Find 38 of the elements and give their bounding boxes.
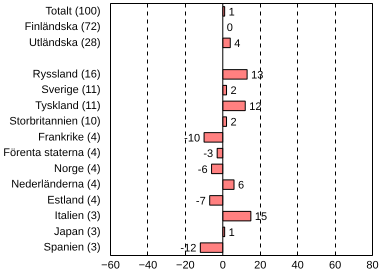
y-tick-label: Finländska (72) [24,21,101,34]
data-label: 15 [254,211,268,224]
data-label: 1 [228,6,235,18]
data-label: 1 [228,226,235,239]
data-label: -10 [184,132,200,144]
y-tick-label: Frankrike (4) [38,131,100,144]
y-tick-label: Ryssland (16) [32,68,100,80]
data-label: -7 [196,195,206,208]
y-tick-label: Sverige (11) [41,84,101,96]
x-tick-label: −60 [101,260,120,271]
x-tick-label: 40 [292,260,304,271]
data-label: -12 [180,242,196,255]
x-tick-label: 20 [254,260,266,271]
x-tick-label: 0 [220,260,226,271]
data-label: 6 [238,180,244,192]
data-label: -6 [198,164,208,176]
data-label: 2 [230,85,237,98]
y-tick-label: Totalt (100) [45,5,101,18]
y-tick-label: Spanien (3) [44,242,101,254]
y-tick-label: Japan (3) [54,226,101,238]
y-tick-label: Norge (4) [54,162,101,175]
y-tick-label: Nederländerna (4) [11,178,101,191]
data-label: -3 [203,148,214,160]
data-label: 13 [251,69,264,82]
data-label: 4 [234,38,240,50]
y-tick-label: Italien (3) [54,210,101,222]
y-tick-label: Estland (4) [47,194,101,206]
data-label: 12 [249,100,262,113]
y-tick-label: Utländska (28) [28,36,101,49]
y-tick-label: Tyskland (11) [35,100,101,112]
data-label: 2 [230,116,237,129]
x-tick-label: 60 [328,260,342,271]
x-tick-label: −40 [138,260,158,271]
x-tick-label: 80 [366,260,379,271]
data-label: 0 [226,22,233,34]
y-tick-label: Förenta staterna (4) [3,147,101,160]
x-tick-label: −20 [176,260,195,271]
y-tick-label: Storbritannien (10) [9,116,101,128]
